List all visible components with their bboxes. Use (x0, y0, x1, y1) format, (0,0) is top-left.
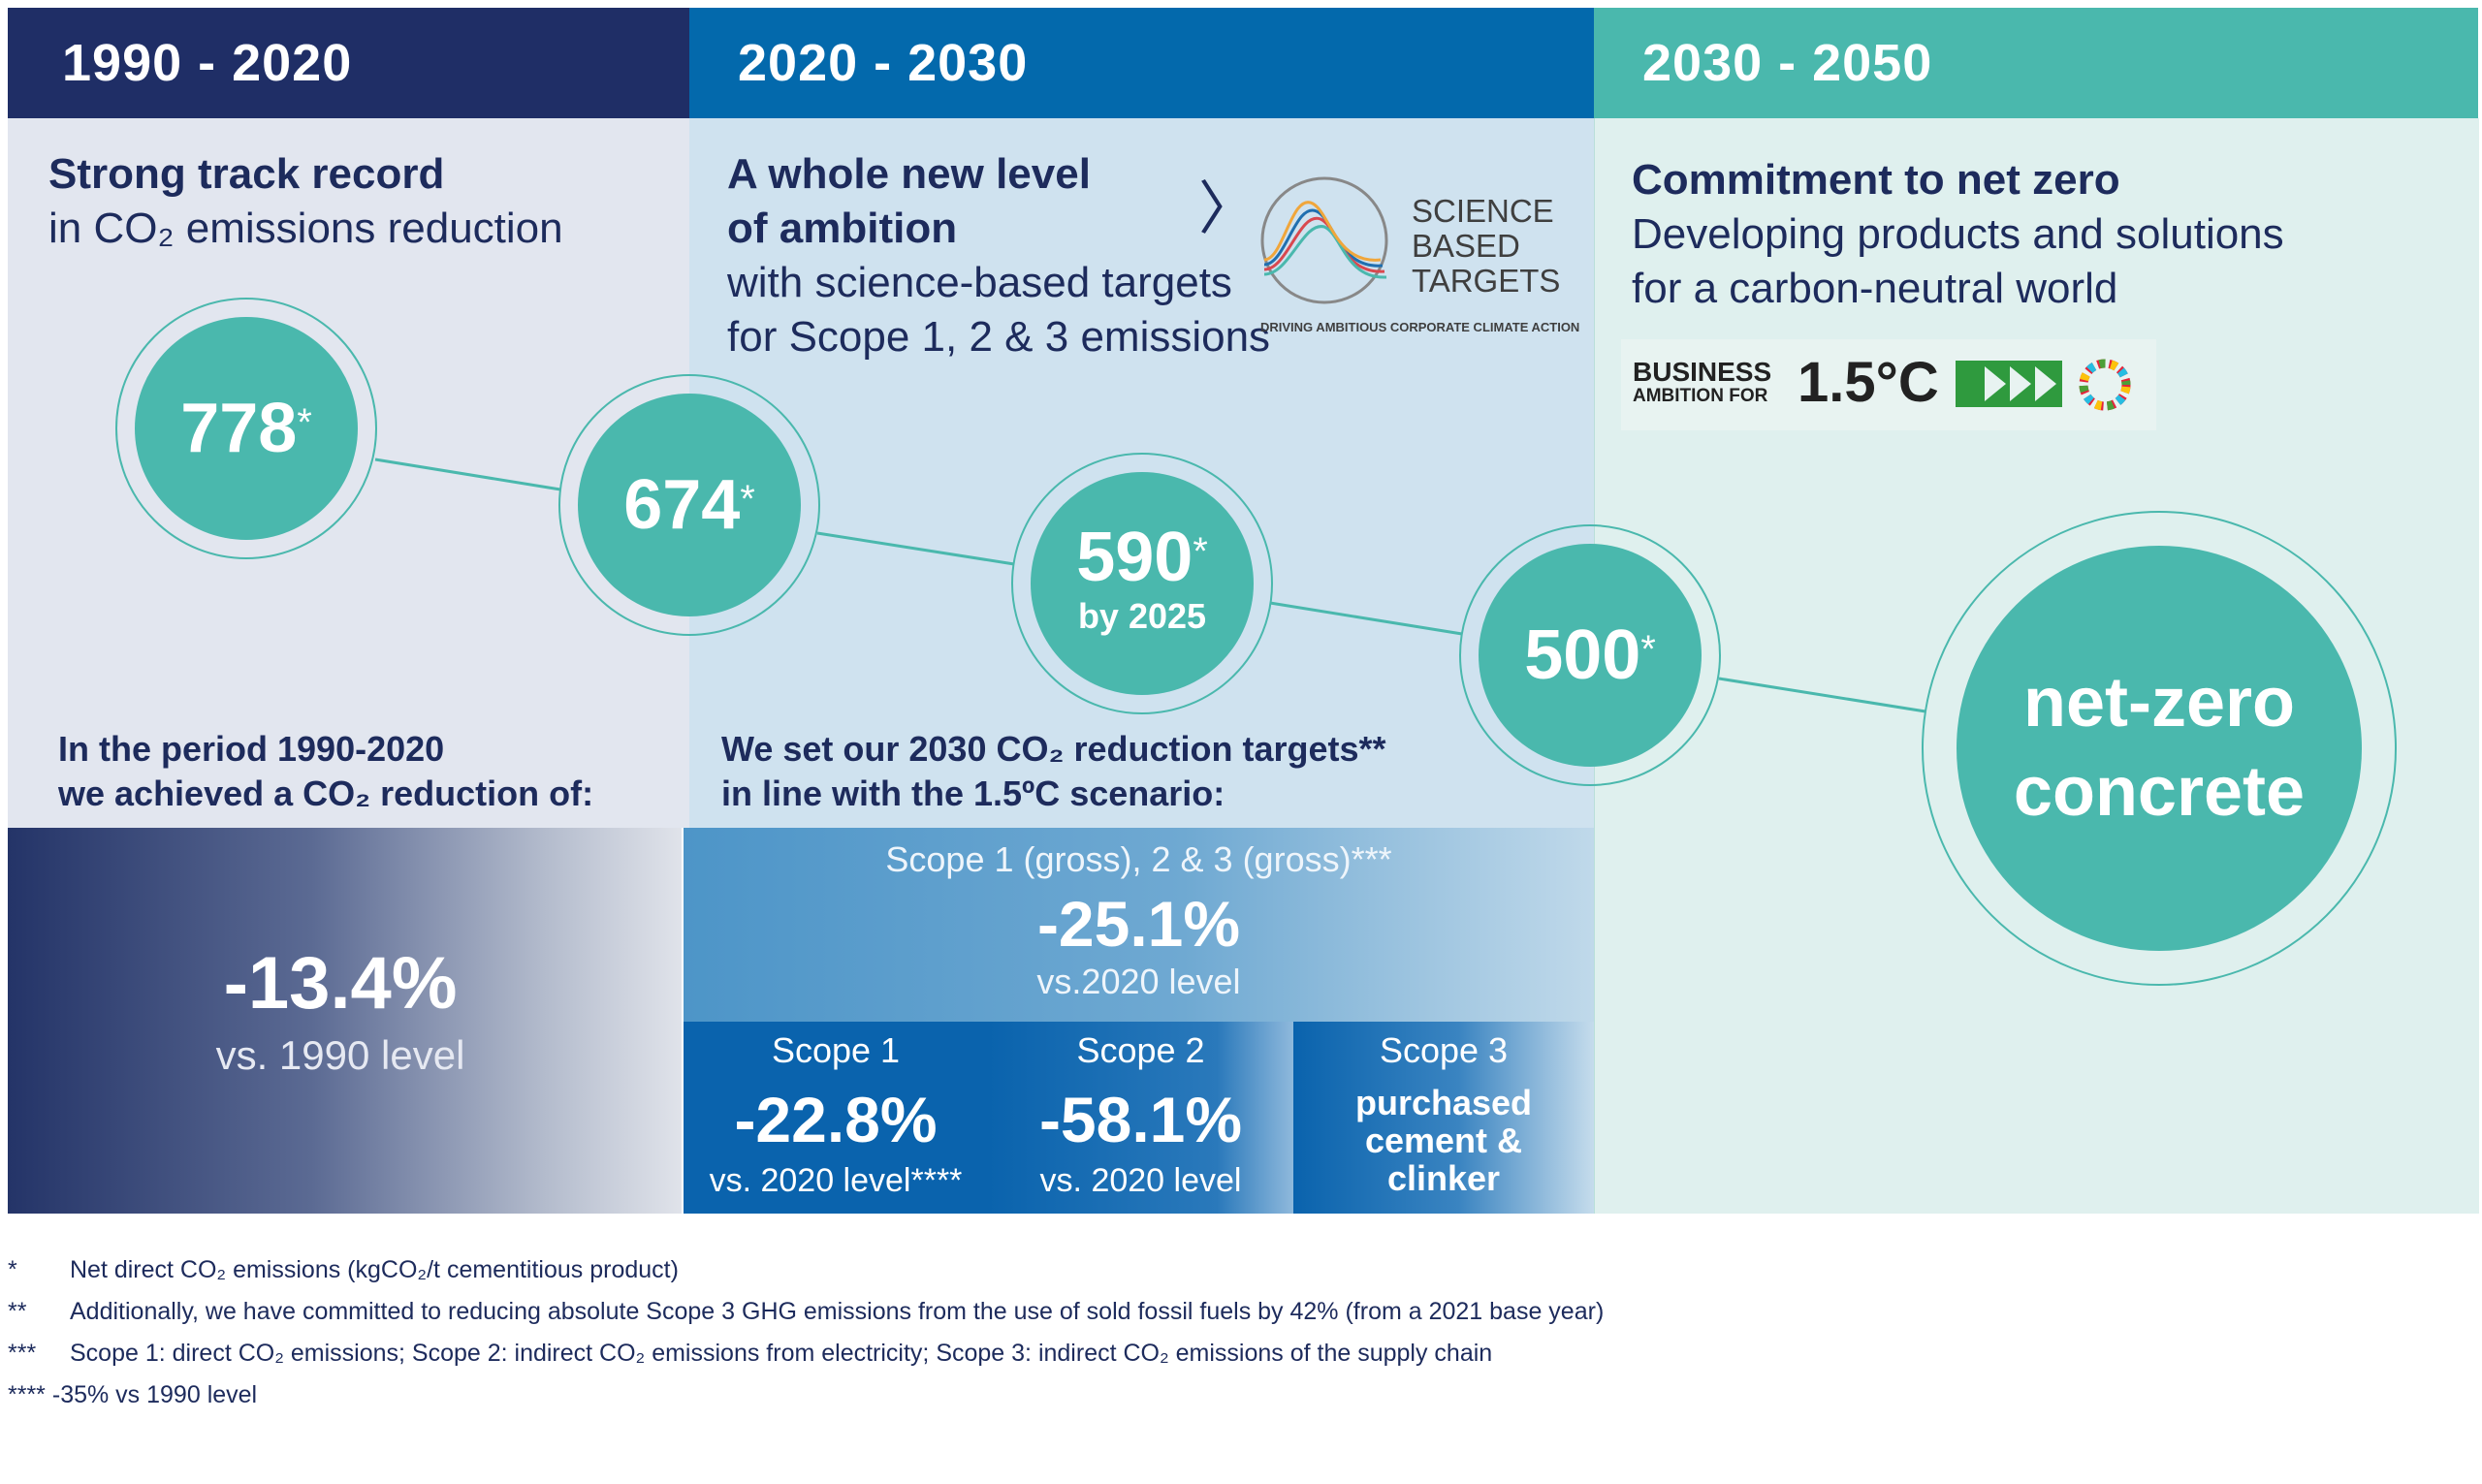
science-based-targets-logo: SCIENCE BASED TARGETS DRIVING AMBITIOUS … (1257, 173, 1579, 347)
milestone-590: 590* by 2025 (1031, 472, 1254, 695)
targets-caption: We set our 2030 CO₂ reduction targets** … (721, 727, 1386, 816)
period-header-2030-2050: 2030 - 2050 (1594, 8, 2478, 118)
sbt-logo-line2: BASED (1412, 228, 1520, 264)
milestone-value: 674 (623, 466, 741, 544)
achieved-caption-line1: In the period 1990-2020 (58, 729, 445, 769)
milestone-ring-674 (558, 374, 820, 636)
scope2-reference: vs. 2020 level (1039, 1162, 1242, 1199)
column1-title-light: in CO₂ emissions reduction (48, 205, 563, 252)
scope3-label: Scope 3 (1379, 1030, 1509, 1070)
column3-title-bold: Commitment to net zero (1632, 156, 2120, 204)
connector-line (374, 458, 561, 491)
column1-title-bold: Strong track record (48, 150, 445, 198)
milestone-ring-590 (1011, 453, 1273, 714)
column2-title-bold-1: A whole new level (727, 150, 1091, 198)
chevron-right-icon: 〉 (1198, 176, 1257, 241)
milestone-ring-778 (115, 298, 377, 559)
scope3-value: purchased cement & clinker (1293, 1084, 1594, 1197)
milestone-500: 500* (1479, 544, 1702, 767)
milestone-value: 590 (1076, 519, 1193, 596)
column2-title-light-1: with science-based targets (727, 259, 1232, 306)
targets-caption-line1: We set our 2030 CO₂ reduction targets** (721, 729, 1386, 769)
connector-line (1269, 601, 1463, 636)
achieved-caption: In the period 1990-2020 we achieved a CO… (58, 727, 593, 816)
scope1-reference: vs. 2020 level**** (709, 1162, 963, 1199)
milestone-778: 778* (135, 317, 358, 540)
milestone-674: 674* (578, 394, 801, 616)
sbt-logo-line1: SCIENCE (1412, 193, 1554, 229)
scope2-value: -58.1% (1038, 1084, 1243, 1155)
milestone-net-zero-line1: net-zero (2022, 664, 2296, 742)
fast-forward-icon (1956, 361, 2062, 407)
milestone-footnote-mark: * (1640, 628, 1656, 671)
footnote-mark: **** (8, 1381, 46, 1408)
milestone-footnote-mark: * (740, 478, 755, 521)
footnote-mark: ** (8, 1298, 27, 1325)
milestone-ring-500 (1459, 524, 1721, 786)
footnote: ** Additionally, we have committed to red… (0, 1298, 1604, 1326)
footnote-mark: * (8, 1256, 17, 1283)
footnote: *** Scope 1: direct CO₂ emissions; Scope … (0, 1340, 1492, 1368)
sbt-logo-tagline: DRIVING AMBITIOUS CORPORATE CLIMATE ACTI… (1260, 320, 1580, 334)
connector-line (816, 531, 1015, 566)
achieved-caption-line2: we achieved a CO₂ reduction of: (58, 774, 594, 813)
period-header-2020-2030: 2020 - 2030 (689, 8, 1594, 118)
connector-line (1718, 677, 1926, 713)
column2-title: A whole new level of ambition with scien… (727, 147, 1270, 364)
business-ambition-big: 1.5°C (1798, 351, 1939, 414)
milestone-value: 778 (180, 390, 298, 467)
footnote: **** -35% vs 1990 level (0, 1381, 257, 1409)
sdg-wheel-icon (2079, 359, 2131, 411)
sbt-logo-mark-icon (1260, 176, 1388, 304)
business-ambition-logo: BUSINESS AMBITION FOR 1.5°C (1621, 339, 2156, 430)
column2-title-light-2: for Scope 1, 2 & 3 emissions (727, 313, 1271, 361)
milestone-net-zero: net-zero concrete (1957, 546, 2362, 951)
milestone-footnote-mark: * (1193, 530, 1208, 573)
business-ambition-line2: AMBITION FOR (1633, 386, 1768, 406)
reduction-reference: vs. 1990 level (215, 1032, 465, 1078)
milestone-value: 500 (1524, 616, 1641, 694)
scope1-label: Scope 1 (771, 1030, 901, 1070)
sbt-logo-line3: TARGETS (1412, 263, 1561, 299)
footnote-text: Net direct CO₂ emissions (kgCO₂/t cement… (70, 1256, 679, 1283)
footnote: * Net direct CO₂ emissions (kgCO₂/t cemen… (0, 1256, 679, 1284)
column3-title: Commitment to net zero Developing produc… (1632, 153, 2284, 316)
column3-title-light-1: Developing products and solutions (1632, 210, 2284, 258)
overall-target-reference: vs.2020 level (1036, 962, 1241, 1001)
overall-target-value: -25.1% (1036, 888, 1241, 960)
milestone-net-zero-line2: concrete (2013, 753, 2306, 831)
column3-title-light-2: for a carbon-neutral world (1632, 265, 2118, 312)
footnote-text: -35% vs 1990 level (51, 1381, 258, 1408)
column1-title: Strong track record in CO₂ emissions red… (48, 147, 563, 256)
milestone-note: by 2025 (1077, 596, 1207, 636)
scope3-value-line: clinker (1386, 1158, 1501, 1198)
period-header-1990-2020: 1990 - 2020 (8, 8, 689, 118)
footnote-text: Scope 1: direct CO₂ emissions; Scope 2: … (70, 1340, 1493, 1367)
scope1-value: -22.8% (734, 1084, 938, 1155)
reduction-value: -13.4% (223, 942, 458, 1025)
overall-target-panel: Scope 1 (gross), 2 & 3 (gross)*** -25.1%… (684, 828, 1594, 1022)
footnote-mark: *** (8, 1340, 37, 1367)
milestone-ring-net-zero (1922, 511, 2397, 986)
overall-scope-label: Scope 1 (gross), 2 & 3 (gross)*** (885, 839, 1392, 879)
scope3-panel: Scope 3 purchased cement & clinker (1293, 1022, 1594, 1214)
scope2-panel: Scope 2 -58.1% vs. 2020 level (988, 1022, 1293, 1214)
footnote-text: Additionally, we have committed to reduc… (70, 1298, 1605, 1325)
milestone-footnote-mark: * (297, 401, 312, 444)
scope3-value-line: purchased (1354, 1083, 1533, 1122)
scope1-panel: Scope 1 -22.8% vs. 2020 level**** (684, 1022, 988, 1214)
scope2-label: Scope 2 (1076, 1030, 1205, 1070)
column2-title-bold-2: of ambition (727, 205, 958, 252)
business-ambition-line1: BUSINESS (1633, 357, 1772, 387)
targets-caption-line2: in line with the 1.5ºC scenario: (721, 774, 1225, 813)
scope3-value-line: cement & (1364, 1121, 1523, 1160)
reduction-panel-1990-2020: -13.4% vs. 1990 level (8, 828, 682, 1214)
